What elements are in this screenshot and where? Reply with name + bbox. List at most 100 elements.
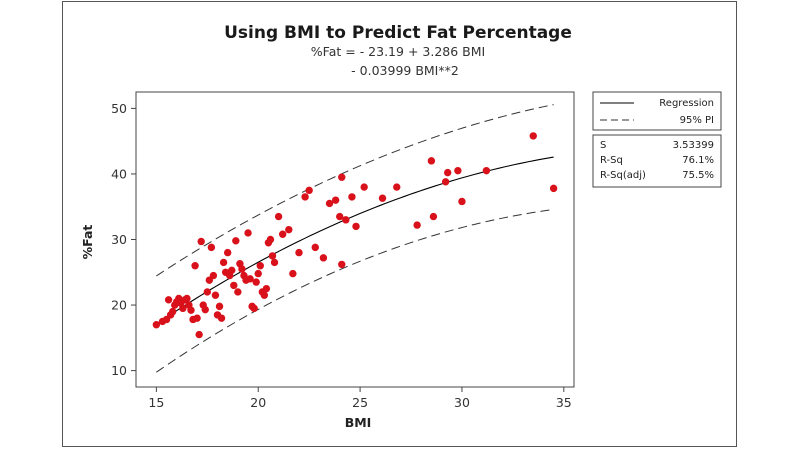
data-point <box>152 321 161 329</box>
data-point <box>305 186 313 195</box>
y-tick-label: 30 <box>111 232 127 247</box>
data-point <box>295 248 303 257</box>
data-point <box>256 262 264 270</box>
data-point <box>191 262 199 270</box>
pi-lower-line <box>156 208 554 373</box>
data-point <box>219 258 228 267</box>
data-point <box>427 157 436 165</box>
data-point <box>195 330 203 339</box>
data-point <box>319 254 328 262</box>
data-point <box>250 304 258 313</box>
prediction-interval-lines <box>156 104 554 373</box>
data-point <box>482 166 491 175</box>
data-point <box>549 184 558 193</box>
y-tick-label: 10 <box>111 363 127 378</box>
data-point <box>378 194 387 202</box>
data-point <box>338 173 346 181</box>
data-point <box>203 288 211 296</box>
stat-s-value: 3.53399 <box>673 140 714 151</box>
chart-frame <box>62 1 737 447</box>
data-point <box>164 296 173 304</box>
data-point <box>254 269 262 278</box>
data-point <box>168 307 177 316</box>
data-point <box>179 304 187 313</box>
data-point <box>342 216 350 224</box>
data-point <box>352 222 360 231</box>
stat-rsq-value: 76.1% <box>682 155 714 166</box>
data-point <box>217 314 226 322</box>
y-tick-label: 40 <box>111 166 127 181</box>
regression-line <box>156 156 554 325</box>
data-point <box>529 132 537 140</box>
y-tick-label: 50 <box>111 101 127 116</box>
data-point <box>252 278 260 286</box>
data-point <box>238 265 246 273</box>
stats-box-frame <box>592 134 722 188</box>
data-point <box>278 230 287 238</box>
data-point <box>289 269 297 278</box>
data-point <box>285 225 293 234</box>
data-point <box>360 183 368 191</box>
data-point <box>207 243 216 252</box>
data-point <box>458 197 466 206</box>
y-axis-label: %Fat <box>80 225 95 260</box>
legend-box <box>592 91 722 131</box>
regression-line-group <box>156 156 554 325</box>
data-point <box>223 248 232 257</box>
data-point <box>187 306 195 314</box>
data-point <box>234 288 242 296</box>
y-axis: 10 20 30 40 50 <box>111 101 136 378</box>
data-point <box>183 294 191 303</box>
x-axis-label: BMI <box>345 415 372 430</box>
x-tick-label: 35 <box>556 395 572 410</box>
data-point <box>215 302 224 311</box>
data-point <box>193 314 201 322</box>
data-point <box>260 291 269 299</box>
stat-rsq-adj-label: R-Sq(adj) <box>600 170 646 181</box>
data-point <box>270 258 279 267</box>
stat-s-label: S <box>600 140 606 151</box>
x-tick-label: 15 <box>148 395 164 410</box>
data-point <box>454 166 462 175</box>
data-point <box>266 235 275 244</box>
x-tick-label: 30 <box>454 395 470 410</box>
chart-title: Using BMI to Predict Fat Percentage <box>224 23 572 43</box>
data-point <box>201 305 209 314</box>
data-point <box>338 260 346 269</box>
data-point <box>228 266 236 275</box>
data-point <box>393 183 401 191</box>
data-point <box>262 284 271 293</box>
data-point <box>443 168 452 177</box>
x-tick-label: 25 <box>352 395 368 410</box>
x-tick-label: 20 <box>250 395 266 410</box>
data-point <box>429 212 438 221</box>
x-axis: 15 20 25 30 35 <box>148 387 572 410</box>
data-point <box>232 237 240 245</box>
data-point <box>197 237 205 246</box>
data-point <box>301 193 309 201</box>
data-point <box>274 212 283 221</box>
data-point <box>311 243 319 252</box>
chart-subtitle-line-1: %Fat = - 23.19 + 3.286 BMI <box>311 44 485 59</box>
data-point <box>325 199 334 208</box>
legend-pi-label: 95% PI <box>680 115 714 126</box>
pi-upper-line <box>156 104 554 277</box>
legend: Regression 95% PI <box>592 91 722 131</box>
data-point <box>230 281 238 290</box>
stat-rsq-adj-value: 75.5% <box>682 170 714 181</box>
stat-rsq-label: R-Sq <box>600 155 623 166</box>
y-tick-label: 20 <box>111 298 127 313</box>
data-point <box>211 291 220 299</box>
data-point <box>331 196 340 204</box>
data-point <box>246 275 254 283</box>
data-point <box>336 212 344 221</box>
data-point <box>413 221 421 229</box>
data-point <box>268 252 277 260</box>
data-point <box>348 193 356 201</box>
data-point <box>441 178 450 186</box>
chart-subtitle-line-2: - 0.03999 BMI**2 <box>351 63 459 78</box>
data-point <box>244 229 252 237</box>
data-points <box>152 132 558 339</box>
legend-regression-label: Regression <box>659 98 714 109</box>
